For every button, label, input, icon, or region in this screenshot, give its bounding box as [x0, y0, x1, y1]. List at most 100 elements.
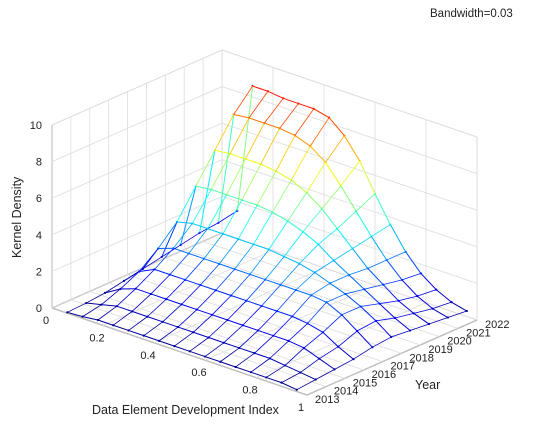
density-curve-segment [303, 347, 320, 360]
density-curve-segment [86, 302, 102, 306]
density-cross-segment [268, 220, 289, 250]
density-cross-segment [283, 231, 304, 257]
density-cross-segment [336, 210, 357, 229]
density-curve-segment [143, 335, 160, 342]
density-curve-segment [343, 135, 361, 162]
density-curve-segment [348, 274, 365, 290]
density-cross-segment [196, 289, 217, 310]
density-cross-segment [235, 352, 255, 368]
density-curve-segment [295, 289, 312, 296]
density-curve-segment [220, 361, 236, 368]
density-curve-segment [416, 295, 433, 310]
density-curve-segment [352, 248, 369, 269]
density-cross-segment [296, 379, 316, 391]
density-cross-segment [116, 288, 136, 307]
density-cross-segment [245, 122, 265, 160]
density-cross-segment [386, 251, 406, 261]
density-curve-segment [386, 259, 403, 281]
density-cross-segment [284, 347, 305, 366]
density-curve-segment [239, 347, 255, 354]
density-curve-segment [260, 163, 277, 172]
density-curve-segment [116, 305, 133, 312]
density-curve-segment [250, 371, 267, 378]
density-curve-segment [139, 268, 155, 272]
density-cross-segment [302, 208, 323, 233]
density-curve-segment [200, 284, 216, 291]
density-curve-segment [273, 335, 289, 342]
density-curve-segment [253, 243, 270, 251]
density-curve-segment [341, 314, 358, 332]
density-curve-segment [370, 236, 388, 261]
density-cross-segment [101, 288, 121, 305]
density-cross-segment [203, 233, 224, 259]
density-curve-segment [249, 273, 266, 281]
density-curve-segment [329, 282, 346, 295]
year-floor-grid-line [127, 274, 383, 363]
density-curve-segment [229, 153, 246, 160]
density-curve-segment [214, 149, 231, 155]
density-cross-segment [131, 293, 152, 312]
density-cross-segment [319, 346, 339, 359]
density-cross-segment [249, 249, 270, 275]
density-cross-segment [318, 228, 338, 245]
density-cross-segment [238, 330, 259, 349]
density-curve-segment [405, 251, 422, 274]
density-cross-segment [314, 260, 334, 273]
density-cross-segment [222, 199, 243, 235]
density-curve-segment [435, 289, 452, 303]
year-floor-grid-line [89, 290, 345, 379]
density-cross-segment [294, 108, 315, 136]
density-cross-segment [295, 272, 316, 291]
density-cross-segment [432, 301, 452, 310]
density-curve-segment [313, 108, 330, 119]
density-curve-segment [269, 357, 286, 366]
density-curve-segment [147, 316, 163, 323]
density-cross-segment [181, 284, 201, 305]
density-cross-segment [230, 274, 251, 296]
year-tick-label: 2020 [447, 336, 471, 348]
x-floor-grid-line [306, 319, 478, 396]
density-curve-segment [238, 238, 254, 245]
density-curve-segment [135, 288, 152, 295]
density-curve-segment [336, 228, 353, 249]
density-cross-segment [256, 170, 277, 206]
density-curve-segment [298, 103, 314, 110]
density-cross-segment [300, 358, 320, 373]
density-cross-segment [401, 273, 422, 281]
z-tick-label: 4 [36, 230, 42, 242]
density-curve-segment [333, 260, 350, 276]
density-curve-segment [268, 249, 285, 258]
density-cross-segment [264, 256, 285, 280]
density-curve-segment [196, 309, 213, 316]
density-curve-segment [219, 263, 235, 270]
density-curve-segment [287, 220, 304, 233]
density-cross-segment [204, 342, 225, 357]
density-cross-segment [214, 114, 235, 151]
density-cross-segment [345, 288, 365, 295]
density-curve-segment [288, 340, 305, 349]
density-curve-segment [235, 366, 252, 373]
density-curve-segment [266, 376, 282, 384]
density-cross-segment [226, 158, 246, 195]
density-cross-segment [340, 160, 361, 187]
density-cross-segment [263, 98, 284, 124]
z-tick-label: 0 [36, 303, 42, 315]
density-curve-segment [217, 114, 235, 223]
density-curve-segment [128, 329, 144, 337]
density-curve-segment [158, 340, 175, 347]
density-curve-segment [300, 372, 316, 380]
density-cross-segment [241, 163, 262, 201]
density-curve-segment [252, 85, 269, 92]
density-cross-segment [265, 365, 286, 378]
density-curve-segment [82, 316, 99, 321]
density-curve-segment [307, 322, 324, 333]
density-curve-segment [188, 252, 205, 260]
density-curve-segment [340, 185, 357, 212]
density-cross-segment [291, 294, 312, 317]
density-cross-segment [234, 244, 254, 270]
density-curve-segment [451, 301, 468, 312]
density-cross-segment [260, 128, 280, 165]
density-curve-segment [326, 301, 343, 316]
density-curve-segment [420, 273, 437, 290]
density-cross-segment [195, 150, 216, 187]
